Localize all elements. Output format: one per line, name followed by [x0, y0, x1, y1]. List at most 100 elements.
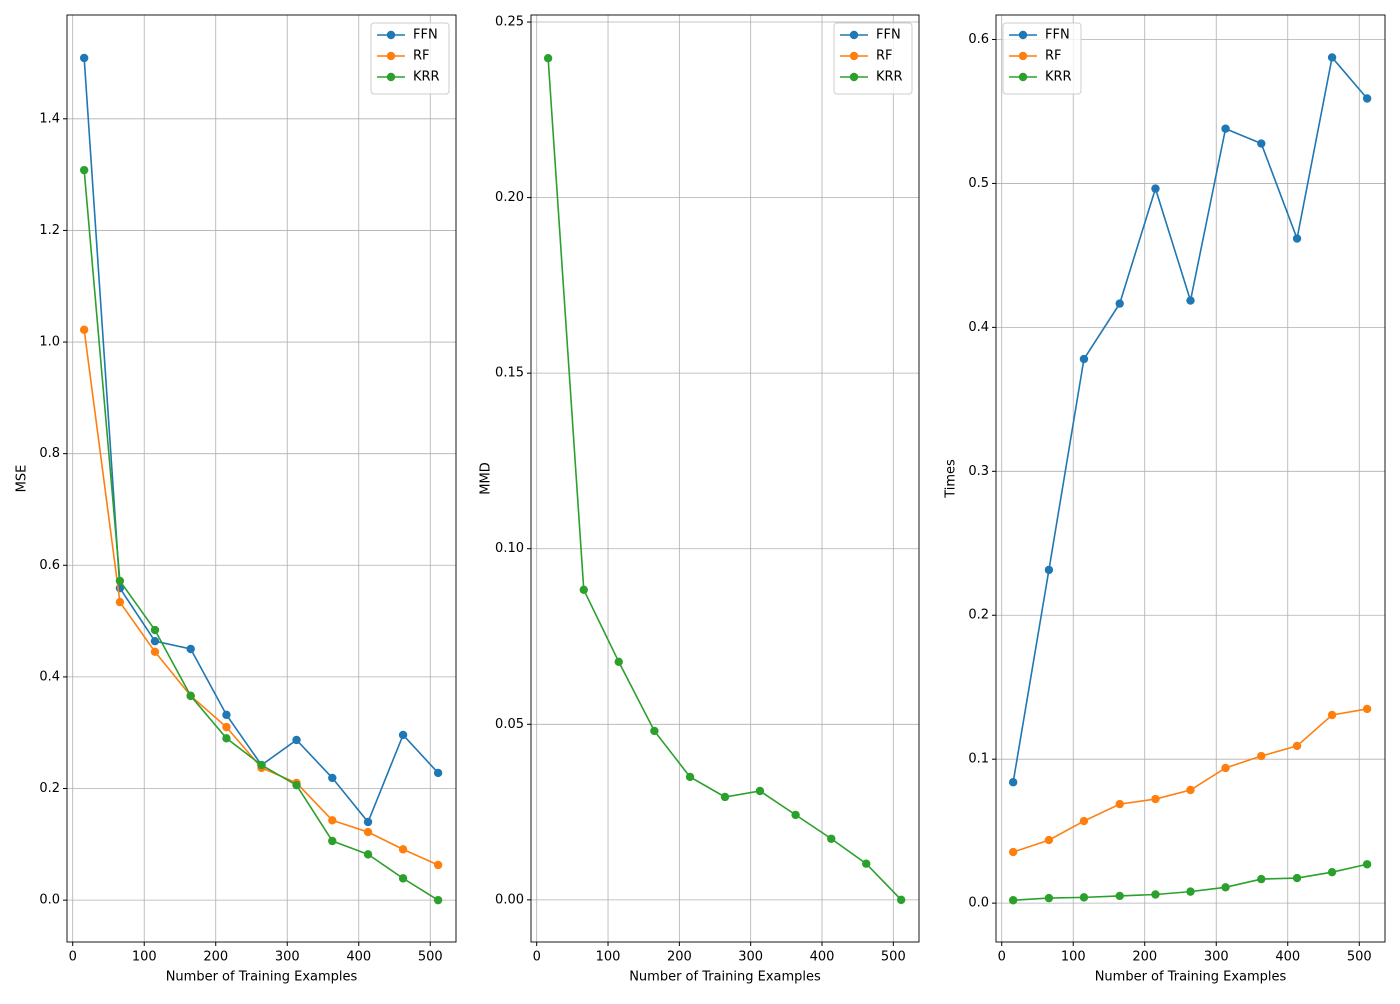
legend-marker	[386, 72, 396, 82]
y-tick-label: 0.10	[495, 541, 524, 556]
axes-frame	[530, 14, 920, 943]
legend-marker	[1018, 51, 1028, 61]
marker	[1257, 874, 1266, 884]
marker	[1044, 565, 1054, 575]
x-tick-label: 200	[203, 950, 228, 965]
marker	[827, 834, 836, 843]
x-tick-label: 200	[667, 950, 692, 965]
marker	[150, 647, 160, 656]
marker	[150, 625, 160, 635]
marker	[328, 836, 337, 846]
legend-label: RF	[413, 49, 430, 64]
marker	[1362, 704, 1372, 714]
marker	[1079, 893, 1089, 902]
y-axis-label: MSE	[15, 465, 30, 493]
legend-label: FFN	[876, 28, 901, 43]
legend-label: FFN	[413, 28, 438, 43]
marker	[398, 845, 408, 854]
x-axis-label: Number of Training Examples	[629, 970, 821, 985]
series-line	[83, 57, 439, 824]
x-tick-label: 500	[418, 950, 443, 965]
y-tick-label: 0.4	[968, 320, 989, 335]
legend-label: RF	[876, 49, 893, 64]
marker	[1327, 867, 1337, 877]
x-tick-label: 100	[1061, 950, 1086, 965]
y-tick-label: 1.2	[39, 223, 60, 238]
y-tick-label: 1.4	[39, 111, 60, 126]
marker	[1362, 94, 1372, 103]
marker	[186, 691, 195, 701]
axes-frame	[995, 14, 1386, 943]
legend-marker	[1018, 72, 1028, 82]
marker	[292, 735, 301, 745]
marker	[685, 772, 695, 782]
marker	[1327, 710, 1337, 720]
marker	[1292, 741, 1302, 751]
marker	[791, 810, 800, 820]
legend-label: KRR	[876, 70, 903, 85]
marker	[79, 325, 89, 334]
marker	[1257, 139, 1266, 148]
y-tick-label: 0.00	[495, 892, 524, 907]
x-tick-label: 300	[738, 950, 763, 965]
y-tick-label: 0.2	[39, 781, 60, 796]
y-tick-label: 0.2	[968, 608, 989, 623]
y-tick-label: 0.3	[968, 464, 989, 479]
legend-marker	[386, 51, 396, 61]
marker	[1292, 234, 1302, 243]
legend-label: KRR	[1045, 70, 1072, 85]
marker	[1079, 816, 1089, 826]
marker	[755, 786, 765, 796]
x-tick-label: 0	[533, 950, 541, 965]
x-tick-label: 500	[881, 950, 906, 965]
marker	[115, 597, 125, 607]
marker	[1221, 883, 1230, 892]
marker	[543, 53, 553, 63]
x-tick-label: 0	[998, 950, 1006, 965]
marker	[650, 726, 659, 736]
y-tick-label: 1.0	[39, 335, 60, 350]
marker	[222, 710, 231, 720]
y-tick-label: 0.4	[39, 669, 60, 684]
y-tick-label: 0.20	[495, 190, 524, 205]
marker	[363, 817, 373, 827]
marker	[1008, 847, 1018, 857]
x-tick-label: 400	[810, 950, 835, 965]
marker	[150, 636, 160, 646]
marker	[363, 850, 373, 859]
marker	[720, 792, 730, 802]
marker	[1151, 184, 1160, 193]
marker	[115, 576, 125, 586]
marker	[292, 780, 301, 790]
marker	[222, 734, 231, 743]
marker	[1221, 763, 1230, 773]
marker	[398, 730, 408, 740]
marker	[79, 53, 89, 63]
y-tick-label: 0.5	[968, 176, 989, 191]
marker	[328, 816, 337, 825]
x-tick-label: 300	[1204, 950, 1229, 965]
series-line	[83, 329, 439, 866]
legend-marker	[849, 51, 859, 61]
y-tick-label: 0.0	[968, 896, 989, 911]
marker	[363, 827, 373, 837]
y-tick-label: 0.15	[495, 366, 524, 381]
marker	[433, 768, 443, 778]
marker	[1044, 893, 1054, 903]
legend-label: FFN	[1045, 28, 1070, 43]
marker	[896, 895, 906, 905]
marker	[1044, 835, 1054, 845]
legend-marker	[1018, 30, 1028, 40]
marker	[1257, 751, 1266, 761]
y-axis-label: MMD	[479, 462, 494, 494]
marker	[1327, 53, 1337, 62]
y-axis-label: Times	[944, 459, 959, 499]
y-tick-label: 0.1	[968, 752, 989, 767]
marker	[579, 585, 588, 595]
x-axis-label: Number of Training Examples	[166, 970, 358, 985]
marker	[1079, 354, 1089, 364]
series-line	[1012, 55, 1368, 783]
marker	[1115, 299, 1124, 308]
marker	[1008, 896, 1018, 905]
